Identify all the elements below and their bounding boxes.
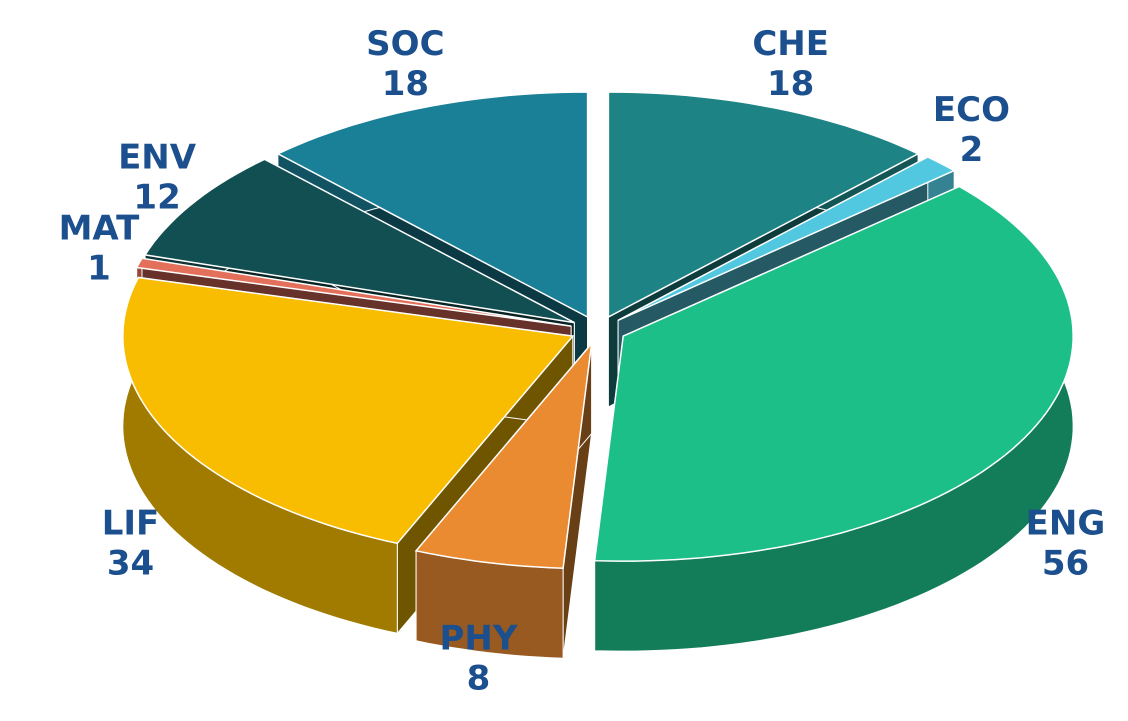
slice-label-value: 2	[960, 130, 984, 170]
slice-label-name: SOC	[366, 24, 444, 64]
slice-label-value: 18	[382, 64, 429, 104]
slice	[276, 91, 589, 319]
slice	[617, 156, 956, 321]
slice-label-value: 12	[133, 177, 180, 217]
slice-label-name: ENV	[118, 137, 197, 177]
slice-label-value: 34	[107, 543, 154, 583]
slice	[414, 341, 593, 569]
slice	[593, 185, 1074, 562]
slice	[135, 257, 572, 327]
slice	[143, 158, 575, 324]
slice-label-value: 1	[87, 248, 111, 288]
slice-label-name: LIF	[102, 503, 160, 543]
slice-label-value: 56	[1042, 543, 1089, 583]
slice	[122, 276, 575, 545]
slice-label-name: ENG	[1026, 503, 1106, 543]
slice-label-value: 18	[767, 64, 814, 104]
slice-label-value: 8	[467, 659, 491, 699]
slice-label-name: ECO	[933, 90, 1010, 130]
slice-label-name: PHY	[439, 619, 517, 659]
slice-label-name: MAT	[59, 208, 141, 248]
slice	[607, 91, 920, 319]
slice-label-name: CHE	[752, 24, 829, 64]
